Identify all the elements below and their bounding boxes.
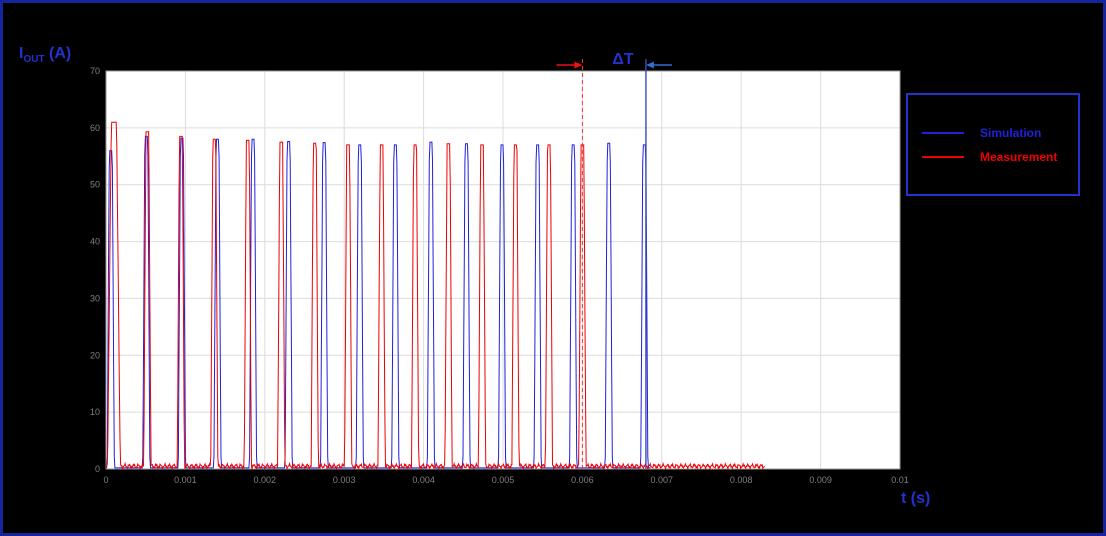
x-axis-label: t (s) <box>901 490 931 507</box>
y-tick-label: 70 <box>90 66 100 76</box>
y-tick-label: 60 <box>90 123 100 133</box>
legend-label-measurement: Measurement <box>980 149 1058 164</box>
y-tick-label: 10 <box>90 407 100 417</box>
y-tick-label: 30 <box>90 293 100 303</box>
x-tick-label: 0.005 <box>492 475 515 485</box>
x-tick-label: 0.009 <box>809 475 832 485</box>
x-tick-label: 0.001 <box>174 475 197 485</box>
y-tick-label: 0 <box>95 464 100 474</box>
x-tick-label: 0 <box>103 475 108 485</box>
trace-simulation <box>106 135 651 469</box>
delta-t-annotation-label: ΔT <box>612 51 634 68</box>
y-axis-label-symbol: I <box>19 45 24 62</box>
y-tick-label: 40 <box>90 237 100 247</box>
x-tick-label: 0.008 <box>730 475 753 485</box>
y-tick-label: 50 <box>90 180 100 190</box>
y-axis-label-subscript: OUT <box>23 54 45 66</box>
trace-measurement <box>105 121 765 471</box>
x-tick-label: 0.003 <box>333 475 356 485</box>
y-axis-label-unit: (A) <box>44 45 72 62</box>
delta-t-left-arrow-head <box>574 61 583 69</box>
x-tick-label: 0.01 <box>891 475 909 485</box>
x-tick-label: 0.006 <box>571 475 594 485</box>
measurement-line-swatch <box>922 155 964 158</box>
y-tick-label: 20 <box>90 350 100 360</box>
y-axis-label: IOUT (A) <box>19 45 71 65</box>
axes-box <box>105 70 901 470</box>
simulation-line-swatch <box>922 131 964 134</box>
delta-t-right-arrow-head <box>645 61 654 69</box>
x-tick-label: 0.007 <box>651 475 674 485</box>
legend-label-simulation: Simulation <box>980 125 1042 140</box>
x-tick-label: 0.004 <box>412 475 435 485</box>
waveform-plot: 0 0.001 0.002 0.003 0.004 0.005 0.006 0.007 0.00… <box>90 59 909 485</box>
legend-item-simulation: Simulation <box>922 126 1078 140</box>
x-tick-label: 0.002 <box>254 475 277 485</box>
legend: Simulation Measurement <box>906 93 1080 196</box>
legend-item-measurement: Measurement <box>922 150 1078 164</box>
